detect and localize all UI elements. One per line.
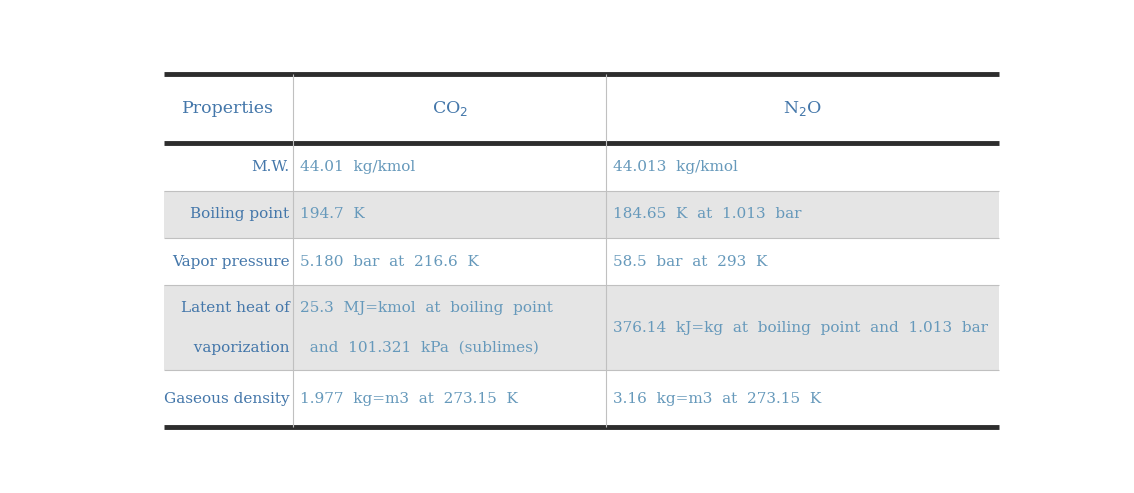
Bar [163, 285, 999, 370]
Bar [163, 191, 999, 238]
Text: Vapor pressure: Vapor pressure [172, 255, 289, 269]
Text: 44.013  kg/kmol: 44.013 kg/kmol [613, 160, 738, 174]
Text: 184.65  K  at  1.013  bar: 184.65 K at 1.013 bar [613, 208, 802, 221]
Text: 5.180  bar  at  216.6  K: 5.180 bar at 216.6 K [301, 255, 479, 269]
Text: 1.977  kg=m3  at  273.15  K: 1.977 kg=m3 at 273.15 K [301, 392, 518, 406]
Text: CO$_2$: CO$_2$ [432, 100, 468, 118]
Text: 25.3  MJ=kmol  at  boiling  point: 25.3 MJ=kmol at boiling point [301, 301, 553, 315]
Text: M.W.: M.W. [252, 160, 289, 174]
Text: Boiling point: Boiling point [191, 208, 289, 221]
Text: 58.5  bar  at  293  K: 58.5 bar at 293 K [613, 255, 768, 269]
Text: 3.16  kg=m3  at  273.15  K: 3.16 kg=m3 at 273.15 K [613, 392, 821, 406]
Text: Gaseous density: Gaseous density [164, 392, 289, 406]
Text: and  101.321  kPa  (sublimes): and 101.321 kPa (sublimes) [301, 341, 539, 354]
Text: Latent heat of: Latent heat of [180, 301, 289, 315]
Text: N$_2$O: N$_2$O [782, 100, 822, 118]
Text: vaporization: vaporization [184, 341, 289, 354]
Text: 194.7  K: 194.7 K [301, 208, 365, 221]
Text: 376.14  kJ=kg  at  boiling  point  and  1.013  bar: 376.14 kJ=kg at boiling point and 1.013 … [613, 321, 988, 335]
Text: 44.01  kg/kmol: 44.01 kg/kmol [301, 160, 415, 174]
Text: Properties: Properties [183, 101, 274, 117]
